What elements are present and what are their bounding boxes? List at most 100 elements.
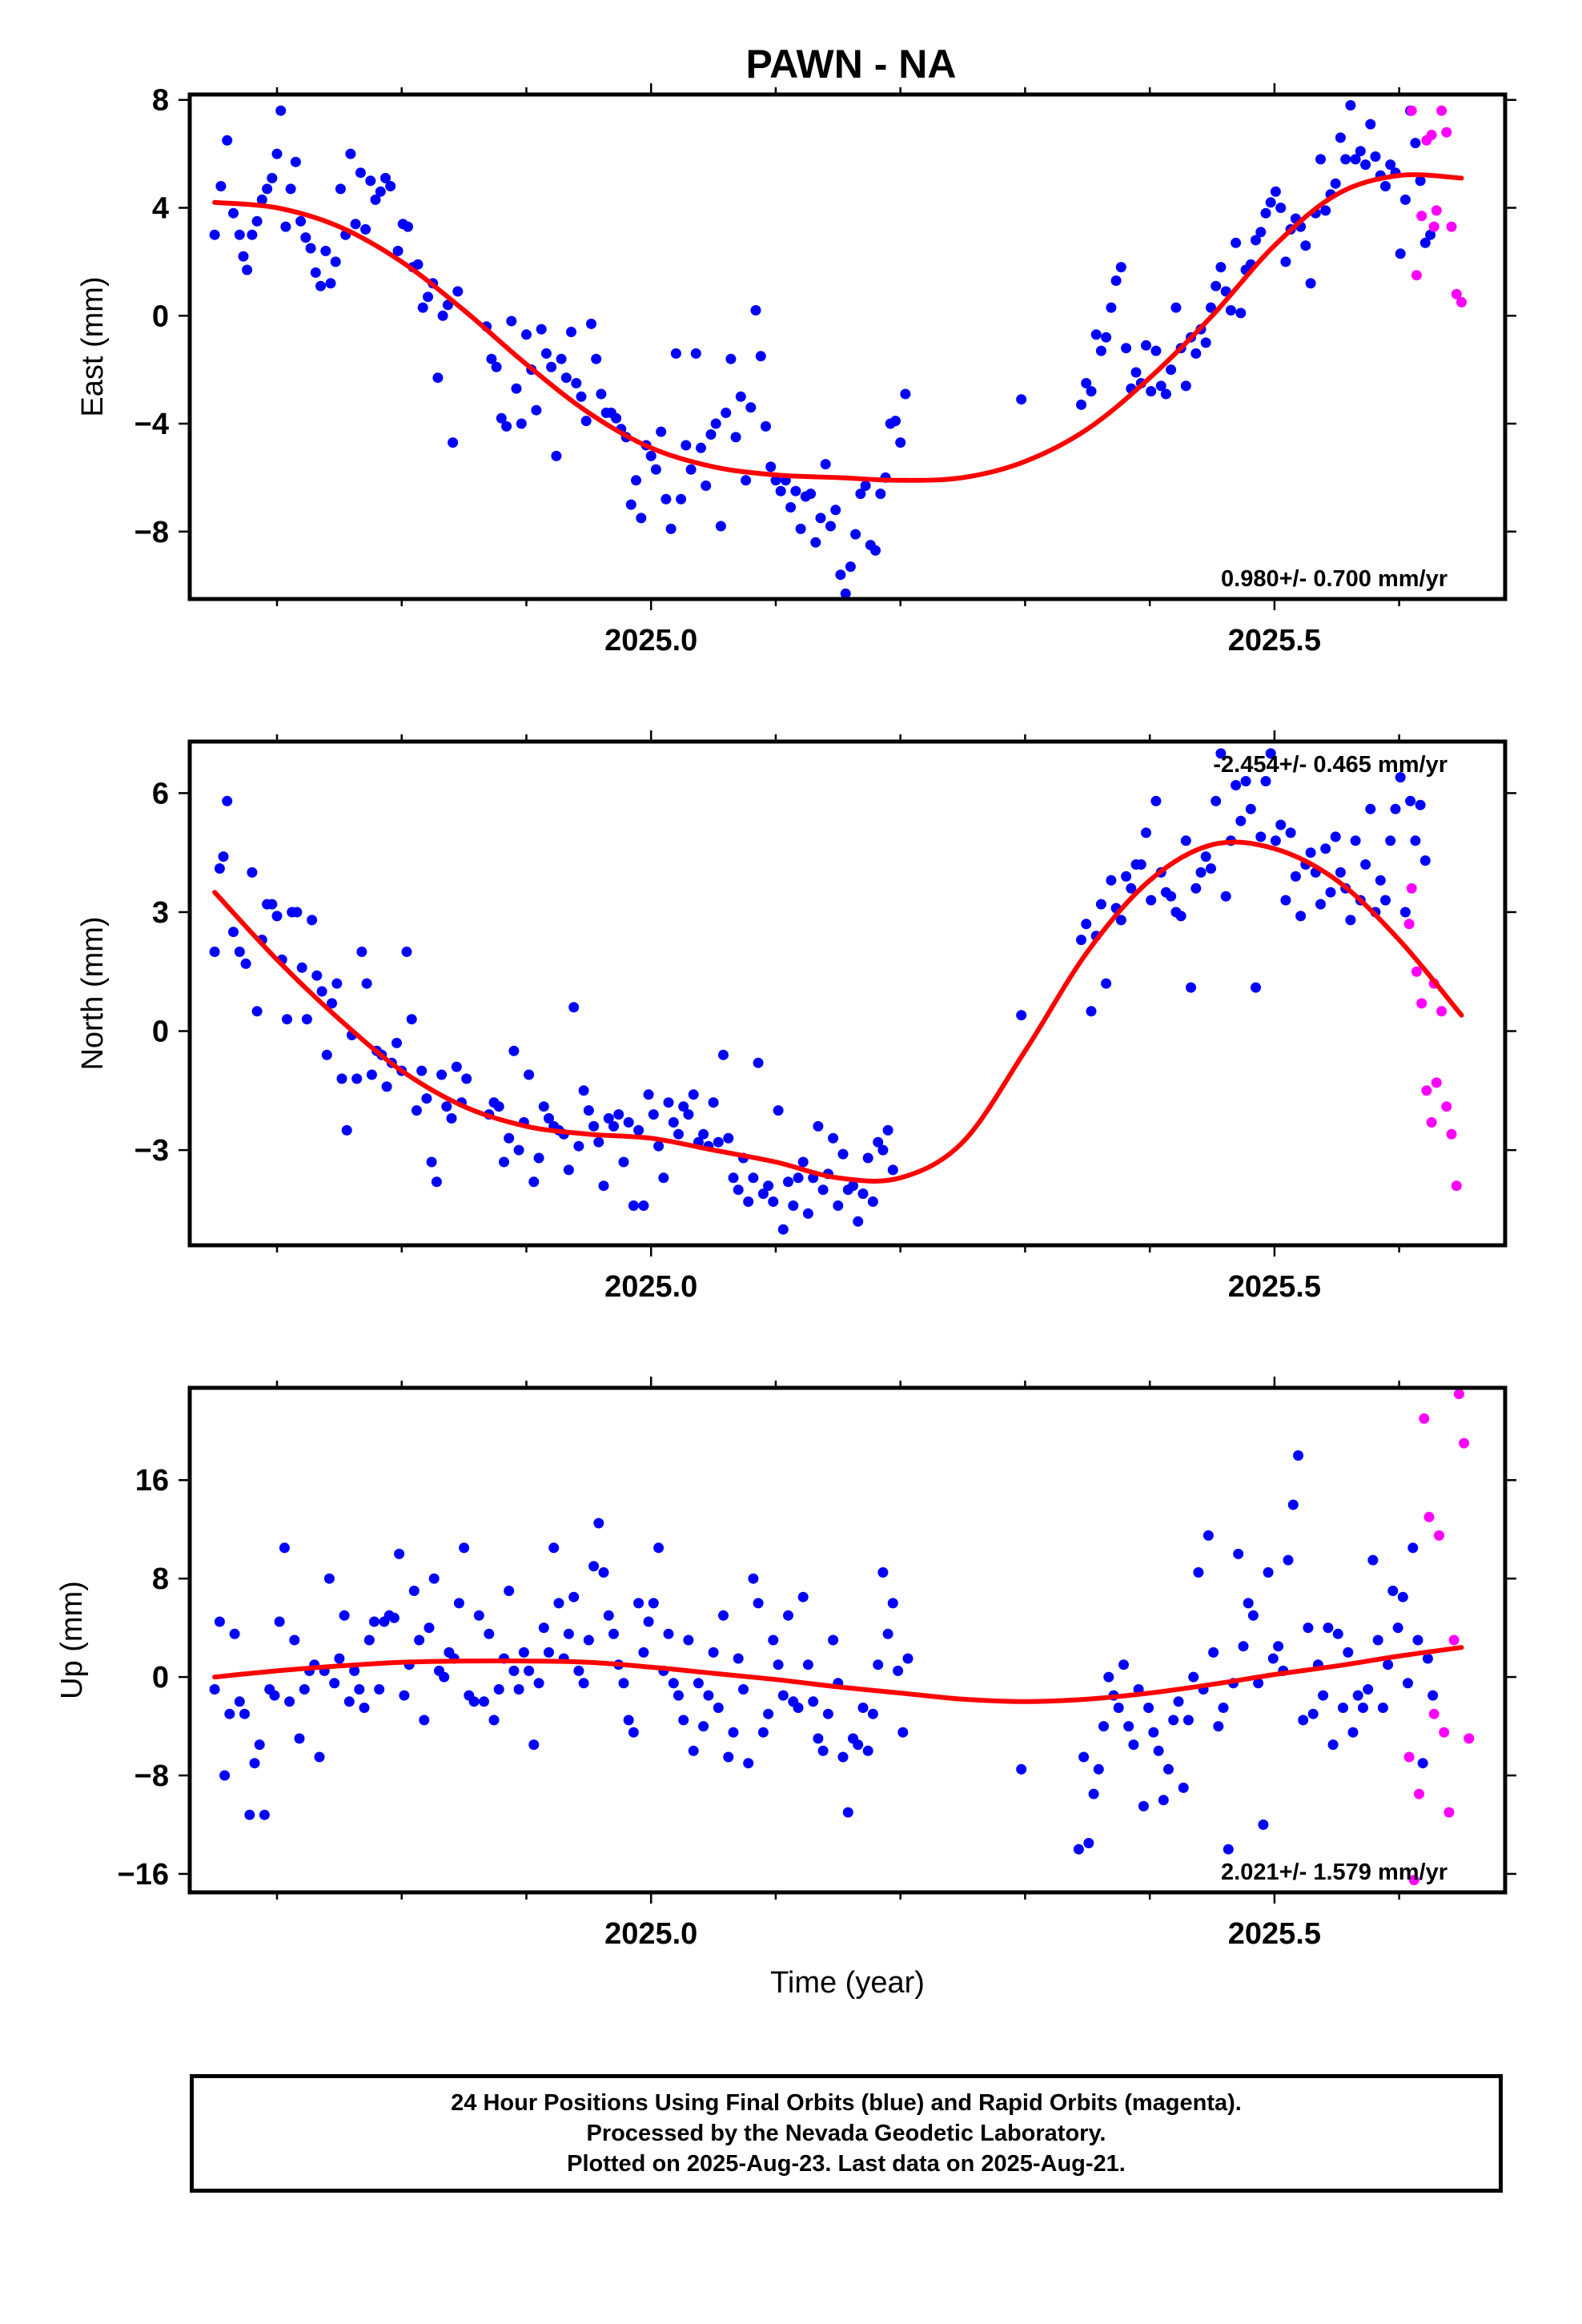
final-orbit-point bbox=[813, 1733, 824, 1744]
final-orbit-point bbox=[877, 1567, 889, 1578]
final-orbit-point bbox=[743, 1196, 754, 1207]
final-orbit-point bbox=[314, 1751, 325, 1763]
final-orbit-point bbox=[399, 1690, 410, 1701]
final-orbit-point bbox=[698, 1128, 709, 1140]
final-orbit-point bbox=[339, 1610, 350, 1621]
final-orbit-point bbox=[506, 316, 517, 327]
final-orbit-point bbox=[209, 947, 220, 957]
final-orbit-point bbox=[678, 1715, 689, 1726]
final-orbit-point bbox=[1275, 203, 1287, 213]
final-orbit-point bbox=[1213, 1721, 1224, 1732]
final-orbit-point bbox=[713, 1703, 724, 1713]
panels-group: 2025.0 2025.5 −8 −4 0 4 8 East (mm) 0.980+/- 0.7… bbox=[55, 83, 1516, 2000]
final-orbit-point bbox=[1168, 1715, 1179, 1726]
final-orbit-point bbox=[401, 947, 412, 957]
final-orbit-point bbox=[1106, 302, 1117, 313]
final-orbit-point bbox=[209, 229, 220, 240]
final-orbit-point bbox=[215, 181, 227, 191]
final-orbit-point bbox=[214, 1616, 225, 1627]
rapid-orbit-point bbox=[1426, 130, 1437, 140]
final-orbit-point bbox=[1155, 380, 1166, 392]
final-orbit-point bbox=[608, 1120, 619, 1132]
final-orbit-point bbox=[1395, 772, 1406, 783]
final-orbit-point bbox=[1307, 1708, 1319, 1719]
final-orbit-point bbox=[334, 1653, 345, 1664]
final-orbit-point bbox=[1345, 915, 1356, 926]
final-orbit-point bbox=[370, 194, 381, 205]
final-orbit-point bbox=[870, 545, 881, 556]
final-orbit-point bbox=[1417, 1758, 1428, 1769]
final-orbit-point bbox=[768, 1196, 779, 1207]
final-orbit-point bbox=[1251, 982, 1261, 993]
final-orbit-point bbox=[1110, 275, 1122, 286]
rapid-orbit-point bbox=[1423, 1511, 1435, 1522]
final-orbit-point bbox=[775, 485, 786, 497]
final-orbit-point bbox=[391, 1037, 402, 1048]
final-orbit-point bbox=[608, 1628, 619, 1639]
final-orbit-point bbox=[1180, 835, 1191, 846]
final-orbit-point bbox=[683, 1634, 694, 1646]
final-orbit-point bbox=[307, 915, 318, 926]
final-orbit-point bbox=[797, 1591, 809, 1602]
final-orbit-point bbox=[628, 1200, 639, 1211]
final-orbit-point bbox=[267, 899, 278, 910]
final-orbit-point bbox=[271, 148, 283, 159]
final-orbit-point bbox=[853, 1739, 864, 1751]
rapid-orbit-point bbox=[1411, 966, 1422, 977]
final-orbit-point bbox=[1206, 863, 1216, 874]
final-orbit-point bbox=[271, 911, 283, 922]
final-orbit-point bbox=[790, 485, 801, 497]
final-orbit-point bbox=[1180, 380, 1191, 392]
final-orbit-point bbox=[323, 1573, 335, 1584]
rapid-orbit-point bbox=[1441, 1101, 1452, 1112]
final-orbit-point bbox=[321, 1049, 332, 1060]
final-orbit-point bbox=[1377, 1703, 1388, 1713]
final-orbit-point bbox=[1211, 795, 1222, 806]
final-orbit-point bbox=[249, 1758, 260, 1769]
final-orbit-point bbox=[1335, 132, 1346, 143]
final-orbit-point bbox=[873, 1136, 884, 1148]
final-orbit-point bbox=[613, 1109, 624, 1120]
final-orbit-point bbox=[262, 183, 273, 195]
y-tick-label: 0 bbox=[152, 1661, 169, 1695]
final-orbit-point bbox=[902, 1653, 913, 1664]
final-orbit-point bbox=[1253, 1678, 1264, 1689]
final-orbit-point bbox=[560, 372, 572, 384]
final-orbit-point bbox=[1251, 235, 1261, 246]
final-orbit-point bbox=[274, 1616, 285, 1627]
final-orbit-point bbox=[345, 148, 356, 159]
final-orbit-point bbox=[867, 1196, 878, 1207]
final-orbit-point bbox=[656, 426, 667, 437]
final-orbit-point bbox=[234, 229, 245, 240]
final-orbit-point bbox=[285, 183, 296, 195]
final-orbit-point bbox=[773, 1105, 784, 1116]
final-orbit-point bbox=[1170, 302, 1182, 313]
final-orbit-point bbox=[783, 1610, 793, 1621]
final-orbit-point bbox=[618, 1678, 629, 1689]
final-orbit-point bbox=[1153, 1745, 1164, 1756]
final-orbit-point bbox=[528, 1739, 540, 1751]
final-orbit-point bbox=[538, 1101, 549, 1112]
final-orbit-point bbox=[325, 278, 336, 289]
final-orbit-point bbox=[533, 1678, 544, 1689]
final-orbit-point bbox=[853, 1216, 864, 1227]
final-orbit-point bbox=[499, 1156, 509, 1168]
final-orbit-point bbox=[808, 1696, 819, 1707]
final-orbit-point bbox=[890, 416, 901, 427]
final-orbit-point bbox=[1335, 866, 1346, 878]
final-orbit-point bbox=[593, 1136, 604, 1148]
final-orbit-point bbox=[1270, 186, 1281, 197]
final-orbit-point bbox=[1076, 399, 1086, 410]
final-orbit-point bbox=[1215, 748, 1227, 759]
final-orbit-point bbox=[733, 1653, 744, 1664]
final-orbit-point bbox=[828, 1634, 839, 1646]
final-orbit-point bbox=[1016, 1763, 1027, 1775]
final-orbit-point bbox=[1280, 895, 1291, 906]
final-orbit-point bbox=[743, 1758, 754, 1769]
final-orbit-point bbox=[1182, 1715, 1194, 1726]
final-orbit-point bbox=[441, 1101, 452, 1112]
final-orbit-point bbox=[247, 866, 258, 878]
final-orbit-point bbox=[355, 167, 366, 179]
final-orbit-point bbox=[479, 1696, 489, 1707]
final-orbit-point bbox=[254, 1739, 265, 1751]
